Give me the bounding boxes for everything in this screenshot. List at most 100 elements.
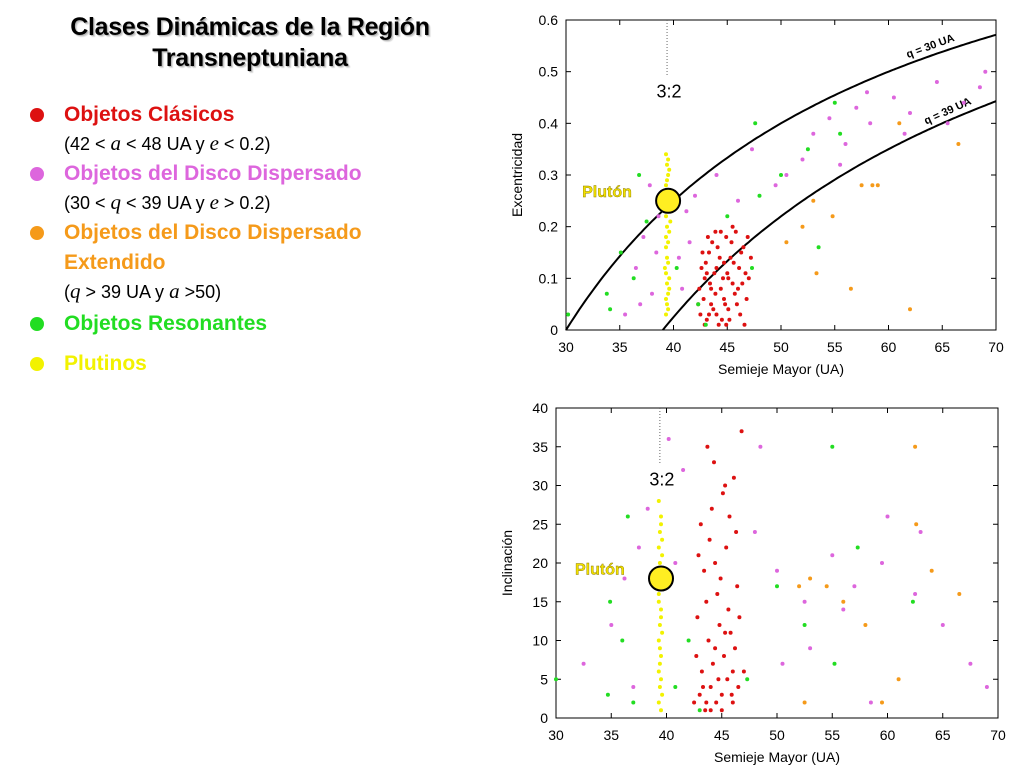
data-point	[657, 685, 662, 689]
data-point	[609, 623, 614, 627]
data-point	[566, 312, 571, 317]
data-point	[645, 506, 650, 511]
data-point	[696, 553, 701, 558]
cond-variable: q	[70, 279, 81, 303]
data-point	[811, 198, 816, 203]
data-point	[623, 312, 628, 317]
y-tick-label: 5	[540, 671, 548, 687]
data-point	[704, 317, 709, 322]
data-point	[701, 297, 706, 301]
data-point	[731, 475, 736, 480]
data-point	[712, 460, 716, 465]
data-point	[665, 281, 669, 286]
data-point	[631, 276, 636, 281]
resonance-label: 3:2	[649, 470, 674, 490]
data-point	[741, 245, 746, 250]
data-point	[604, 291, 609, 296]
data-point	[674, 266, 679, 270]
data-point	[692, 700, 697, 705]
data-point	[709, 302, 714, 307]
data-point	[721, 276, 725, 281]
data-point	[910, 599, 915, 604]
data-point	[744, 297, 749, 301]
data-point	[897, 121, 902, 126]
y-tick-label: 20	[532, 555, 548, 571]
x-axis-label: Semieje Mayor (UA)	[714, 749, 840, 765]
data-point	[811, 131, 816, 136]
data-point	[676, 255, 681, 260]
bullet-icon	[30, 226, 44, 240]
data-point	[739, 250, 744, 255]
data-point	[832, 661, 837, 666]
eccentricity-chart: 30 35 40 45 50 55 60 65 70 0 0.1 0.2 0.3 0.4 0.5 0.6 Sem…	[484, 6, 1014, 386]
data-point	[885, 514, 890, 519]
data-point	[745, 235, 750, 239]
data-point	[868, 700, 873, 705]
x-tick-label: 55	[824, 727, 840, 743]
cond-variable: a	[110, 131, 122, 155]
cond-variable: e	[209, 190, 219, 214]
data-point	[686, 638, 691, 643]
data-point	[738, 312, 743, 317]
data-point	[814, 271, 819, 276]
cond-text: < 48 UA y	[121, 134, 210, 154]
x-tick-label: 30	[558, 339, 574, 355]
y-tick-label: 0	[550, 322, 558, 338]
data-point	[870, 183, 875, 188]
x-tick-label: 35	[603, 727, 619, 743]
data-point	[631, 685, 636, 689]
data-point	[730, 281, 735, 286]
data-point	[734, 302, 739, 307]
data-point	[984, 685, 989, 689]
data-point	[659, 677, 663, 682]
data-point	[667, 276, 672, 281]
data-point	[824, 584, 829, 589]
x-tick-label: 55	[827, 339, 843, 355]
data-point	[656, 499, 661, 503]
data-point	[865, 90, 869, 95]
data-point	[736, 198, 740, 203]
data-point	[713, 561, 718, 565]
data-point	[723, 483, 728, 488]
data-point	[656, 592, 661, 596]
data-point	[743, 271, 748, 276]
data-point	[802, 700, 807, 705]
data-point	[724, 322, 729, 327]
data-point	[696, 302, 701, 307]
data-point	[741, 669, 746, 674]
data-point	[667, 167, 672, 172]
data-point	[687, 240, 692, 245]
data-point	[659, 615, 663, 620]
data-point	[753, 121, 758, 126]
data-point	[957, 592, 962, 596]
data-point	[622, 576, 627, 581]
y-axis-label: Inclinación	[499, 530, 515, 596]
data-point	[730, 669, 735, 674]
data-point	[736, 685, 741, 689]
pluto-marker	[655, 187, 682, 214]
cond-text: (30 <	[64, 193, 111, 213]
cond-text: > 39 UA y	[80, 282, 170, 302]
data-point	[714, 173, 719, 177]
bullet-icon	[30, 317, 44, 331]
data-point	[714, 266, 719, 270]
data-point	[707, 250, 711, 255]
x-tick-label: 35	[612, 339, 628, 355]
title-line-2: Transneptuniana	[152, 44, 348, 72]
data-point	[699, 266, 704, 270]
data-point	[746, 276, 751, 281]
data-point	[709, 506, 714, 511]
data-point	[654, 250, 659, 255]
x-tick-label: 60	[881, 339, 897, 355]
data-point	[665, 224, 669, 229]
data-point	[684, 209, 689, 214]
data-point	[843, 142, 848, 146]
data-point	[808, 576, 813, 581]
data-point	[708, 685, 713, 689]
data-point	[940, 623, 945, 627]
data-point	[668, 219, 673, 224]
data-point	[977, 85, 982, 90]
y-tick-label: 0.2	[539, 219, 559, 235]
data-point	[718, 229, 723, 234]
data-point	[852, 584, 857, 589]
